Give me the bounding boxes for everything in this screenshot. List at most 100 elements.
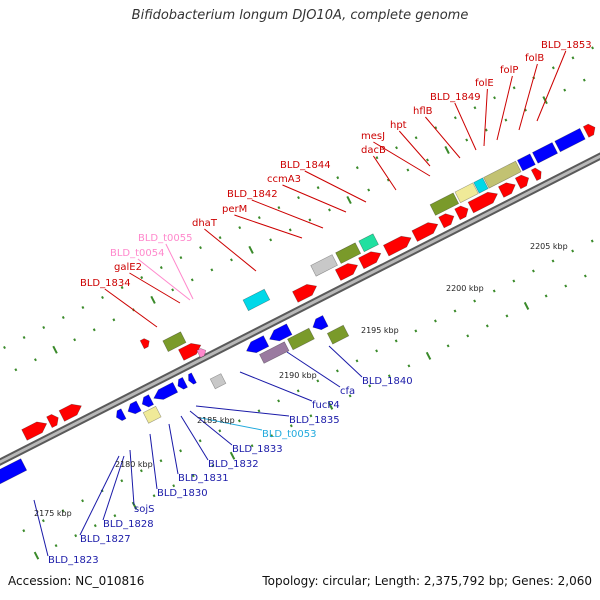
scale-tick [355,359,359,363]
scale-label: 2185 kbp [197,416,235,425]
scale-tick [171,288,175,292]
scale-tick [22,335,26,340]
leader-line [129,272,181,304]
gene-teal [358,233,379,253]
scale-tick [3,345,6,349]
scale-tick [257,216,261,220]
scale-tick [355,166,359,170]
gene-blue [532,142,559,164]
scale-tick [466,334,470,338]
scale-tick [505,314,509,318]
scale-tick [230,258,233,262]
scale-tick [433,319,437,323]
gene-BLD-1844 [411,222,439,242]
feature-label-BLD_1832: BLD_1832 [208,459,259,470]
scale-tick [101,296,104,300]
gene-olive [335,242,362,264]
scale-tick [297,196,300,200]
feature-label-folP: folP [500,65,518,76]
scale-label: 2190 kbp [279,371,317,380]
genome-backbone [0,152,600,466]
feature-label-BLD_1833: BLD_1833 [232,444,283,455]
scale-label: 2180 kbp [115,460,153,469]
scale-tick [210,268,214,272]
backbone-core [0,154,600,464]
scale-tick [150,295,156,304]
scale-tick [250,444,254,448]
scale-tick [238,226,242,230]
label-leader-lines [33,50,567,557]
scale-tick [92,328,96,332]
leader-line [398,130,431,167]
accession-text: Accession: NC_010816 [8,574,145,588]
scale-tick [544,294,548,298]
scale-tick [74,534,78,538]
scale-tick [152,494,156,498]
scale-tick [93,524,97,528]
scale-tick [504,118,508,122]
scale-tick [120,286,124,290]
scale-tick [335,369,339,373]
scale-tick [591,46,594,50]
gene-minus [141,394,155,408]
scale-tick [444,146,450,155]
scale-tick [394,339,398,343]
leader-line [165,243,194,300]
scale-tick [434,126,438,130]
leader-line [328,345,363,378]
scale-tick [159,266,163,270]
gene-minus [188,372,197,385]
scale-tick [229,451,236,460]
leader-line [129,449,135,506]
feature-label-BLD_1840: BLD_1840 [362,376,413,387]
scale-tick [453,116,457,120]
scale-tick [41,519,45,523]
gene-BLD-1842 [358,251,382,270]
scale-tick [512,279,516,283]
scale-tick [485,324,489,328]
scale-tick [190,278,194,282]
scale-tick [407,364,411,368]
genome-summary-text: Topology: circular; Length: 2,375,792 bp… [262,574,592,588]
leader-line [286,351,341,388]
scale-tick [198,439,202,443]
feature-label-dhaT: dhaT [192,218,218,229]
scale-tick [52,345,58,354]
scale-tick [269,238,273,242]
scale-tick [140,276,144,280]
scale-tick [564,284,568,288]
gene-minus [312,315,329,331]
leader-line [104,288,158,328]
scale-tick [159,459,163,463]
feature-label-BLD_1823: BLD_1823 [48,555,99,566]
feature-label-BLD_1830: BLD_1830 [157,488,208,499]
gene-cyan [473,177,489,194]
scale-tick [512,86,516,90]
gene-gray [310,254,338,277]
gene-dhaT [292,284,318,303]
scale-tick [375,349,379,353]
gene-sojS [142,405,162,424]
leader-line [239,371,313,402]
scale-tick [22,529,26,533]
scale-tick [446,344,450,348]
leader-line [518,63,538,131]
scale-tick [199,246,202,250]
gene-olive [162,331,187,353]
scale-tick [571,56,575,60]
scale-tick [218,429,222,433]
feature-label-BLD_1842: BLD_1842 [227,189,278,200]
feature-label-hpt: hpt [390,120,407,131]
scale-label: 2205 kbp [530,242,568,251]
feature-label-BLD_1844: BLD_1844 [280,160,331,171]
leader-line [102,455,125,521]
scale-tick [426,158,429,162]
gene-mesJ [454,205,469,221]
feature-label-hflB: hflB [413,106,433,117]
trna-BLD-t0054 [196,348,207,359]
leader-line [536,50,567,122]
scale-tick [81,499,85,503]
scale-tick [61,315,65,320]
scale-tick [414,136,418,140]
